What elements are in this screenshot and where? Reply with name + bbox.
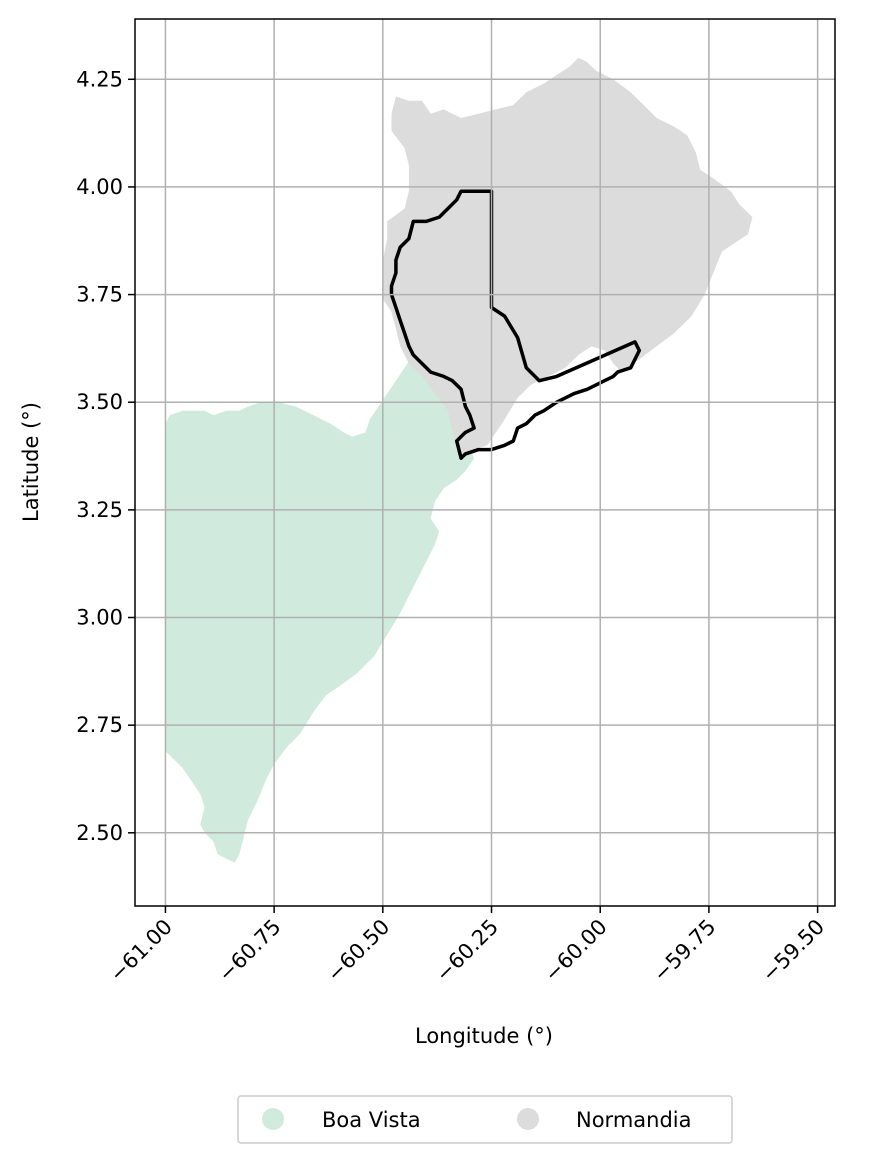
x-axis: −61.00 −60.75 −60.50 −60.25 −60.00 −59.75 −59.… xyxy=(105,906,829,986)
x-axis-title: Longitude (°) xyxy=(415,1024,553,1048)
plot-frame xyxy=(134,18,836,907)
x-tick-label: −60.50 xyxy=(322,915,394,987)
y-tick-label: 3.00 xyxy=(76,606,123,630)
plot-area xyxy=(134,18,836,907)
y-tick-label: 4.25 xyxy=(76,67,123,91)
y-tick-label: 3.75 xyxy=(76,283,123,307)
legend-frame xyxy=(237,1095,733,1144)
boundary-outline xyxy=(389,189,642,460)
x-tick-label: −60.25 xyxy=(431,915,503,987)
y-tick-label: 4.00 xyxy=(76,175,123,199)
y-tick-label: 2.50 xyxy=(76,821,123,845)
y-tick-label: 3.25 xyxy=(76,498,123,522)
legend-label-normandia: Normandia xyxy=(576,1108,692,1132)
x-tick-label: −61.00 xyxy=(105,915,177,987)
regions-layer xyxy=(165,57,753,863)
y-axis: 2.50 2.75 3.00 3.25 3.50 3.75 4.00 4.25 xyxy=(76,67,135,845)
legend-label-boa-vista: Boa Vista xyxy=(322,1108,421,1132)
region-boa-vista xyxy=(165,354,475,863)
legend-marker-boa-vista xyxy=(262,1108,284,1130)
x-tick-label: −60.00 xyxy=(540,915,612,987)
x-tick-label: −59.75 xyxy=(649,915,721,987)
y-axis-title: Latitude (°) xyxy=(19,402,43,522)
grid-layer xyxy=(135,19,835,906)
y-tick-label: 3.50 xyxy=(76,390,123,414)
y-tick-label: 2.75 xyxy=(76,713,123,737)
outline-layer xyxy=(389,189,642,460)
x-tick-label: −59.50 xyxy=(757,915,829,987)
legend-marker-normandia xyxy=(517,1108,539,1130)
x-tick-label: −60.75 xyxy=(214,915,286,987)
legend: Boa Vista Normandia xyxy=(237,1095,733,1144)
region-normandia xyxy=(382,57,753,454)
